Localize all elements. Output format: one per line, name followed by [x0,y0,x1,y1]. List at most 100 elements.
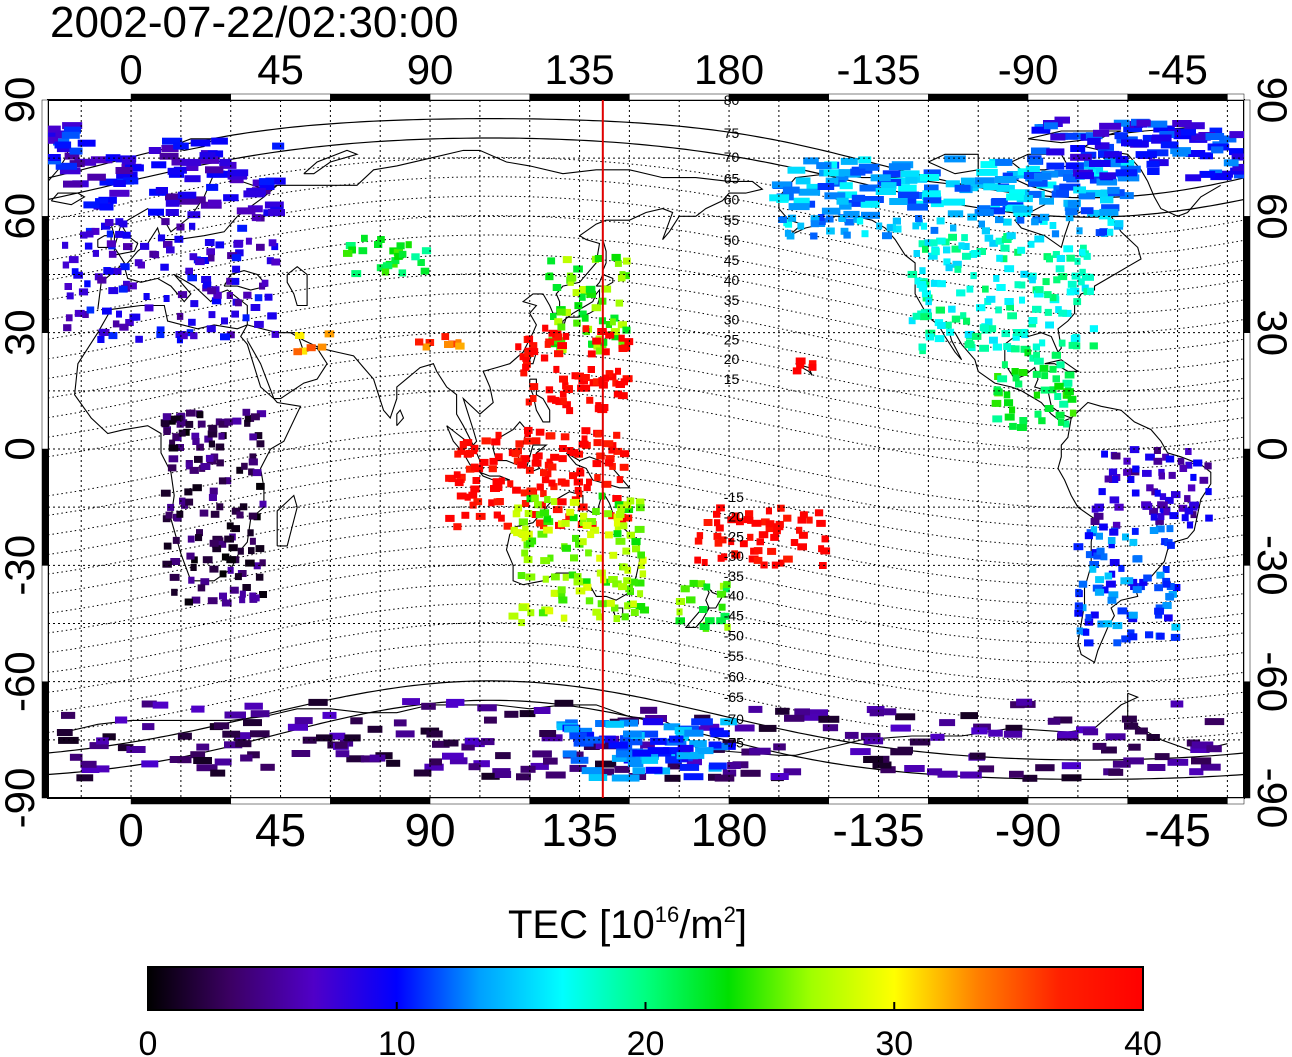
tec-point [226,556,236,564]
tec-point [1067,280,1077,288]
tec-point [634,525,645,533]
tec-point [503,522,512,530]
tec-point [465,449,474,457]
tec-point [168,455,179,463]
tec-point [731,512,740,520]
tec-point [1184,507,1194,515]
tec-point [521,500,530,507]
tec-point [605,720,624,728]
tec-point [621,613,629,621]
tec-point [882,232,892,240]
tec-point [165,193,181,201]
tec-point [1006,303,1014,311]
tec-point [267,312,277,320]
tec-point [997,375,1008,383]
right-lat-tick-label: 0 [1249,437,1292,460]
right-lat-tick-label: 60 [1249,193,1292,240]
tec-point [611,253,621,261]
tec-point [547,463,557,471]
tec-point [205,454,214,462]
tec-point [1000,255,1008,263]
bottom-lon-tick-label: 135 [541,804,618,856]
tec-point [1068,341,1078,349]
tec-point [984,318,993,326]
tec-point [928,252,938,260]
tec-point [679,763,700,771]
tec-point [751,519,762,527]
tec-point [131,313,141,321]
contour-label: -30 [724,548,744,564]
tec-point [189,222,196,230]
tec-point [567,278,574,286]
tec-point [787,214,797,222]
tec-point [1093,552,1101,560]
tec-point [294,717,313,725]
coastline [286,266,308,307]
top-lon-tick-label: -90 [998,46,1059,93]
tec-point [577,384,585,392]
tec-point [197,584,206,592]
tec-point [202,281,212,289]
tec-point [1057,731,1078,739]
tec-point [1099,523,1108,531]
tec-point [573,478,583,486]
tec-point [459,441,467,448]
tec-point [202,556,213,564]
tec-point [254,294,263,302]
tec-point [522,363,530,371]
tec-point [966,181,988,189]
tec-point [984,234,994,242]
tec-point [1012,333,1020,341]
contour-label: -25 [724,528,744,544]
tec-point [720,742,736,750]
tec-point [716,617,726,625]
tec-point [170,558,181,565]
graticule [48,100,1244,798]
tec-point [583,374,590,381]
tec-point [770,533,779,541]
tec-point [106,230,113,238]
tec-point [525,335,534,343]
tec-point [525,398,532,406]
tec-point [611,774,631,782]
tec-point [162,560,172,568]
tec-point [197,420,206,428]
tec-point [625,585,634,593]
tec-point [775,707,790,715]
tec-point [80,760,97,768]
tec-point [245,237,252,245]
tec-point [1117,607,1128,615]
contour-label: -15 [724,489,744,505]
tec-point [1210,173,1232,181]
tec-point [1101,450,1108,458]
tec-point [559,445,567,452]
tec-point [1047,717,1061,725]
tec-point [195,258,205,266]
tec-point [912,222,920,230]
tec-point [165,199,180,207]
tec-point [542,575,549,583]
tec-point [55,162,77,170]
tec-point [1001,330,1010,338]
tec-point [976,248,986,255]
tec-point [228,544,238,552]
tec-point [1092,584,1103,592]
coastline [562,288,601,329]
tec-point [224,535,234,543]
tec-point [821,535,829,543]
tec-point [87,173,106,181]
tec-point [196,743,210,751]
tec-point [216,459,224,467]
tec-point [548,479,556,487]
tec-point [231,277,240,285]
tec-point [455,342,465,350]
tec-point [343,249,353,257]
tec-point [922,294,933,302]
tec-point [1004,399,1014,407]
tec-point [638,730,659,738]
tec-point [62,241,69,249]
tec-point [962,243,970,250]
tec-point [191,596,201,604]
tec-point [640,741,655,749]
tec-point [65,314,73,322]
